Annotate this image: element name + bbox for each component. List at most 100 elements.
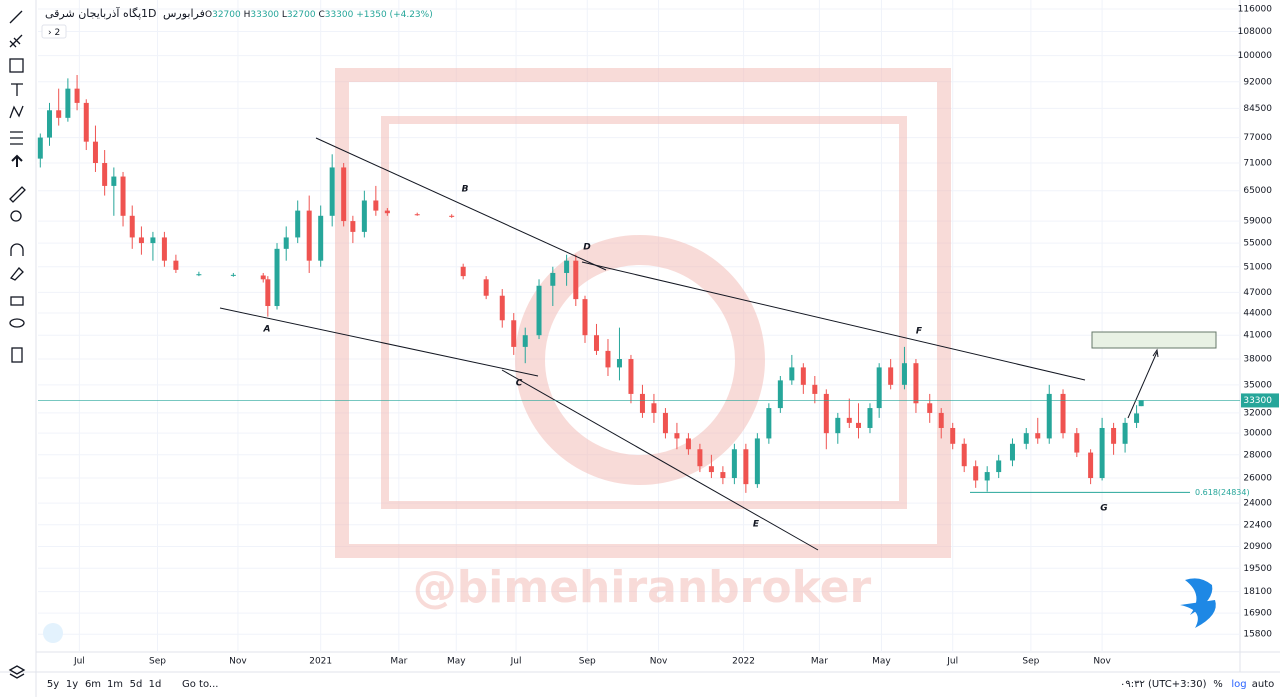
candle-body (1088, 452, 1094, 479)
y-tick-label: 116000 (1238, 5, 1273, 15)
candle-body (766, 408, 772, 439)
candle-body (685, 438, 691, 450)
candle-body (196, 274, 202, 276)
tool-icon[interactable] (10, 131, 23, 145)
candle-body (876, 367, 882, 409)
watermark-circle (515, 235, 765, 485)
tool-icon[interactable] (9, 34, 23, 48)
wave-label: D (583, 243, 591, 253)
y-tick-label: 35000 (1243, 380, 1272, 390)
candle-body (56, 110, 62, 118)
tool-icon[interactable] (10, 210, 22, 222)
range-button[interactable]: 5d (130, 679, 143, 690)
candle-body (102, 163, 108, 186)
x-tick-label: Sep (149, 657, 166, 667)
tool-icon[interactable] (11, 347, 23, 363)
candle-body (550, 272, 556, 286)
candle-body (564, 260, 570, 273)
y-tick-label: 32000 (1243, 408, 1272, 418)
x-tick-label: Mar (811, 657, 828, 667)
range-button[interactable]: 6m (85, 679, 101, 690)
collapse-label[interactable]: › 2 (48, 28, 60, 38)
candle-body (173, 260, 179, 270)
range-button[interactable]: 5y (47, 679, 59, 690)
candle-body (800, 367, 806, 385)
candle-body (1138, 400, 1144, 407)
tool-icon[interactable] (8, 665, 26, 679)
candle-body (274, 248, 280, 307)
tool-icon[interactable] (9, 105, 24, 119)
candle-body (605, 350, 611, 368)
candle-body (1060, 393, 1066, 434)
candle-body (846, 417, 852, 423)
watermark-frame (335, 68, 951, 558)
percent-toggle[interactable]: % (1213, 679, 1223, 690)
target-box (1091, 331, 1217, 349)
candle-body (628, 359, 634, 394)
candle-body (1111, 427, 1117, 444)
tool-icon[interactable] (9, 58, 24, 73)
y-tick-label: 59000 (1243, 217, 1272, 227)
candle-body (1134, 413, 1140, 423)
candle-body (65, 88, 71, 118)
tool-icon[interactable] (9, 267, 24, 281)
tool-icon[interactable] (9, 186, 26, 203)
candle-body (511, 320, 517, 347)
grid (38, 0, 1240, 652)
tool-icon[interactable] (9, 10, 23, 24)
y-tick-label: 30000 (1243, 429, 1272, 439)
candle-body (582, 299, 588, 336)
y-tick-label: 51000 (1243, 262, 1272, 272)
ohlc: O32700 H33300 L32700 C33300 +1350 (+4.23… (205, 10, 433, 20)
wave-label: A (263, 325, 271, 335)
candles (37, 75, 1144, 493)
range-button[interactable]: 1d (149, 679, 162, 690)
candle-body (573, 260, 579, 300)
range-button[interactable]: 1m (107, 679, 123, 690)
watermark: @bimehiranbroker (335, 68, 951, 613)
x-tick-label: 2021 (309, 657, 332, 667)
tool-icon[interactable] (11, 83, 23, 96)
candle-body (888, 367, 894, 385)
y-tick-label: 38000 (1243, 355, 1272, 365)
trend-line (581, 261, 1086, 381)
last-price-tag (1241, 393, 1279, 408)
candle-body (961, 443, 967, 467)
arrow (1127, 351, 1158, 419)
candle-body (341, 167, 347, 222)
candle-body (950, 427, 956, 444)
bottom-bar: 5y 1y 6m 1m 5d 1d (47, 679, 162, 690)
goto[interactable]: Go to... (182, 679, 218, 690)
y-tick-label: 41000 (1243, 331, 1272, 341)
candle-body (265, 279, 271, 307)
candle-body (1035, 433, 1041, 439)
interval: 1D (141, 7, 156, 20)
candle-body (449, 215, 455, 217)
collapse-button[interactable] (41, 24, 67, 39)
candle-body (777, 380, 783, 409)
auto-toggle[interactable]: auto (1252, 679, 1275, 690)
log-toggle[interactable]: log (1231, 679, 1246, 690)
candle-body (662, 412, 668, 434)
candle-body (1122, 422, 1128, 444)
y-tick-label: 18100 (1243, 587, 1272, 597)
candle-body (1074, 433, 1080, 453)
wave-labels: A B C D E F G (263, 185, 1108, 530)
tool-icon[interactable] (10, 243, 24, 256)
trend-line (501, 369, 819, 551)
y-tick-label: 28000 (1243, 450, 1272, 460)
y-tick-label: 26000 (1243, 474, 1272, 484)
y-tick-label: 15800 (1243, 630, 1272, 640)
tool-icon[interactable] (11, 154, 23, 167)
range-button[interactable]: 1y (66, 679, 78, 690)
tool-icon[interactable] (9, 318, 25, 328)
tool-icon[interactable] (10, 296, 24, 306)
candle-body (138, 237, 144, 244)
wave-label: B (462, 185, 469, 195)
candle-body (674, 433, 680, 439)
x-tick-label: May (872, 657, 891, 667)
wave-label: F (916, 327, 923, 337)
y-tick-label: 16900 (1243, 609, 1272, 619)
